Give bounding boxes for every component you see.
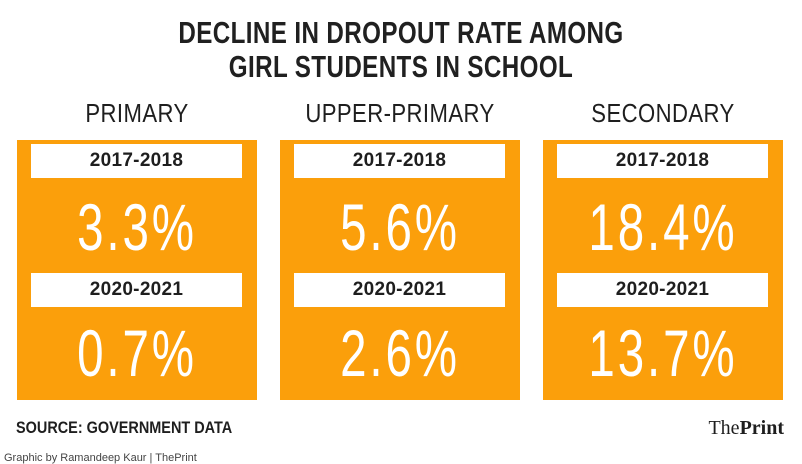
brand-logo-light: The [708,417,740,439]
year-label-2020-2021: 2020-2021 [31,273,242,307]
chart-title-line-1: DECLINE IN DROPOUT RATE AMONG [178,15,624,50]
chart-title-line-2: GIRL STUDENTS IN SCHOOL [228,49,574,84]
panel-primary: 2017-2018 3.3% 2020-2021 0.7% [17,140,257,400]
year-label-2017-2018: 2017-2018 [557,144,768,178]
section-label-primary: PRIMARY [85,98,189,128]
value-primary-2017-2018: 3.3% [77,190,197,264]
panel-upper-primary: 2017-2018 5.6% 2020-2021 2.6% [280,140,520,400]
panel-secondary: 2017-2018 18.4% 2020-2021 13.7% [543,140,783,400]
value-secondary-2020-2021: 13.7% [588,316,738,390]
brand-logo: ThePrint [708,417,784,440]
value-upper-primary-2017-2018: 5.6% [340,190,460,264]
year-label-2020-2021: 2020-2021 [294,273,505,307]
value-secondary-2017-2018: 18.4% [588,190,738,264]
year-label-2020-2021: 2020-2021 [557,273,768,307]
value-upper-primary-2020-2021: 2.6% [340,316,460,390]
brand-logo-bold: Print [739,417,784,439]
section-label-secondary: SECONDARY [591,98,735,128]
source-note: SOURCE: GOVERNMENT DATA [16,418,233,437]
year-label-2017-2018: 2017-2018 [294,144,505,178]
section-label-upper-primary: UPPER-PRIMARY [305,98,495,128]
year-label-2017-2018: 2017-2018 [31,144,242,178]
graphic-credit: Graphic by Ramandeep Kaur | ThePrint [4,452,197,464]
value-primary-2020-2021: 0.7% [77,316,197,390]
